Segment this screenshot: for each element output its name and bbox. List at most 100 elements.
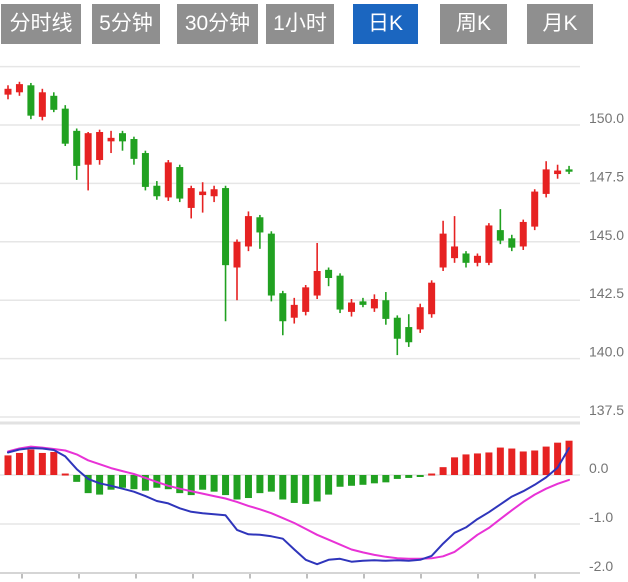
candle-body-up — [244, 216, 252, 247]
macd-bar-negative — [370, 475, 378, 484]
macd-bar-negative — [187, 475, 195, 496]
candle-body-up — [302, 287, 310, 312]
macd-bar-negative — [233, 475, 241, 500]
tab-monthly-k[interactable]: 月K — [527, 4, 593, 44]
macd-bar-positive — [508, 448, 516, 475]
candle-body-down — [405, 327, 413, 343]
macd-bar-positive — [531, 450, 539, 475]
price-axis-label: 140.0 — [589, 344, 624, 360]
candle-body-down — [27, 85, 35, 116]
macd-bar-positive — [61, 473, 69, 476]
period-tabbar: 分时线 5分钟 30分钟 1小时 日K 周K 月K — [0, 0, 628, 48]
candle-body-down — [222, 188, 230, 266]
candle-body-up — [187, 188, 195, 208]
macd-bar-negative — [405, 475, 413, 478]
tab-timeline[interactable]: 分时线 — [1, 4, 81, 44]
macd-bar-positive — [50, 451, 58, 475]
panel-divider — [0, 421, 580, 425]
candle-body-down — [325, 269, 333, 279]
candle-body-up — [15, 84, 23, 93]
tab-weekly-k[interactable]: 周K — [440, 4, 507, 44]
macd-axis-label: 0.0 — [589, 460, 609, 476]
candle-body-up — [439, 233, 447, 268]
macd-bar-negative — [107, 475, 115, 490]
tab-30min[interactable]: 30分钟 — [177, 4, 258, 44]
macd-axis-label: -1.0 — [589, 509, 613, 525]
macd-bar-negative — [222, 475, 230, 496]
candle-body-up — [451, 246, 459, 259]
tab-5min[interactable]: 5分钟 — [92, 4, 160, 44]
macd-bar-positive — [496, 447, 504, 475]
macd-bar-negative — [244, 475, 252, 499]
candle-body-down — [496, 230, 504, 241]
dif-line — [7, 447, 570, 566]
candle-body-up — [107, 137, 115, 142]
candle-body-down — [393, 317, 401, 339]
macd-bar-negative — [302, 475, 310, 504]
macd-bar-positive — [542, 446, 550, 475]
macd-bar-negative — [164, 475, 172, 490]
macd-axis-label: -2.0 — [589, 558, 613, 574]
candle-body-up — [313, 271, 321, 296]
tab-1hour[interactable]: 1小时 — [266, 4, 334, 44]
candle-body-up — [531, 191, 539, 227]
macd-bar-positive — [428, 473, 436, 476]
macd-bar-negative — [279, 475, 287, 500]
macd-bar-positive — [27, 449, 35, 475]
candle-body-down — [279, 293, 287, 322]
candle-body-down — [50, 95, 58, 110]
candle-body-up — [233, 241, 241, 268]
macd-bar-negative — [359, 475, 367, 485]
macd-bar-negative — [382, 475, 390, 483]
macd-bar-positive — [554, 442, 562, 475]
macd-bar-negative — [336, 475, 344, 487]
candle-body-down — [336, 275, 344, 310]
candle-body-down — [359, 301, 367, 305]
macd-bar-negative — [210, 475, 218, 492]
macd-bar-positive — [451, 457, 459, 475]
price-axis-label: 137.5 — [589, 402, 624, 418]
candle-body-up — [428, 282, 436, 315]
candle-body-down — [267, 233, 275, 296]
candle-body-down — [565, 169, 573, 172]
candle-body-up — [96, 132, 104, 161]
macd-bar-negative — [199, 475, 207, 490]
macd-bar-positive — [439, 467, 447, 475]
candle-body-down — [73, 130, 81, 166]
macd-bar-positive — [485, 452, 493, 475]
price-axis-label: 142.5 — [589, 285, 624, 301]
macd-bar-negative — [290, 475, 298, 503]
macd-bar-positive — [519, 451, 527, 475]
macd-bar-negative — [96, 475, 104, 495]
macd-bar-negative — [176, 475, 184, 494]
candle-body-up — [199, 191, 207, 196]
dea-line — [7, 445, 570, 560]
macd-bar-positive — [473, 453, 481, 475]
tab-daily-k[interactable]: 日K — [353, 4, 418, 44]
candle-body-down — [141, 153, 149, 187]
candle-body-up — [348, 302, 355, 312]
candle-body-down — [61, 108, 69, 144]
candle-body-up — [290, 304, 298, 318]
price-axis-label: 147.5 — [589, 168, 624, 184]
candle-body-down — [382, 300, 390, 319]
macd-bar-negative — [313, 475, 321, 502]
candle-body-up — [542, 169, 550, 194]
candle-body-up — [485, 225, 493, 263]
candle-body-up — [554, 170, 562, 175]
candle-body-down — [462, 253, 470, 263]
candle-body-down — [130, 139, 138, 159]
price-axis-label: 145.0 — [589, 227, 624, 243]
candle-body-up — [370, 299, 378, 309]
macd-bar-negative — [267, 475, 275, 492]
macd-bar-negative — [141, 475, 149, 491]
candle-body-up — [38, 92, 46, 117]
candle-body-down — [508, 238, 516, 248]
macd-bar-negative — [130, 475, 138, 490]
candle-body-up — [210, 189, 218, 197]
candle-body-up — [4, 88, 12, 95]
macd-bar-negative — [256, 475, 264, 494]
macd-bar-negative — [325, 475, 333, 495]
macd-bar-negative — [348, 475, 355, 486]
